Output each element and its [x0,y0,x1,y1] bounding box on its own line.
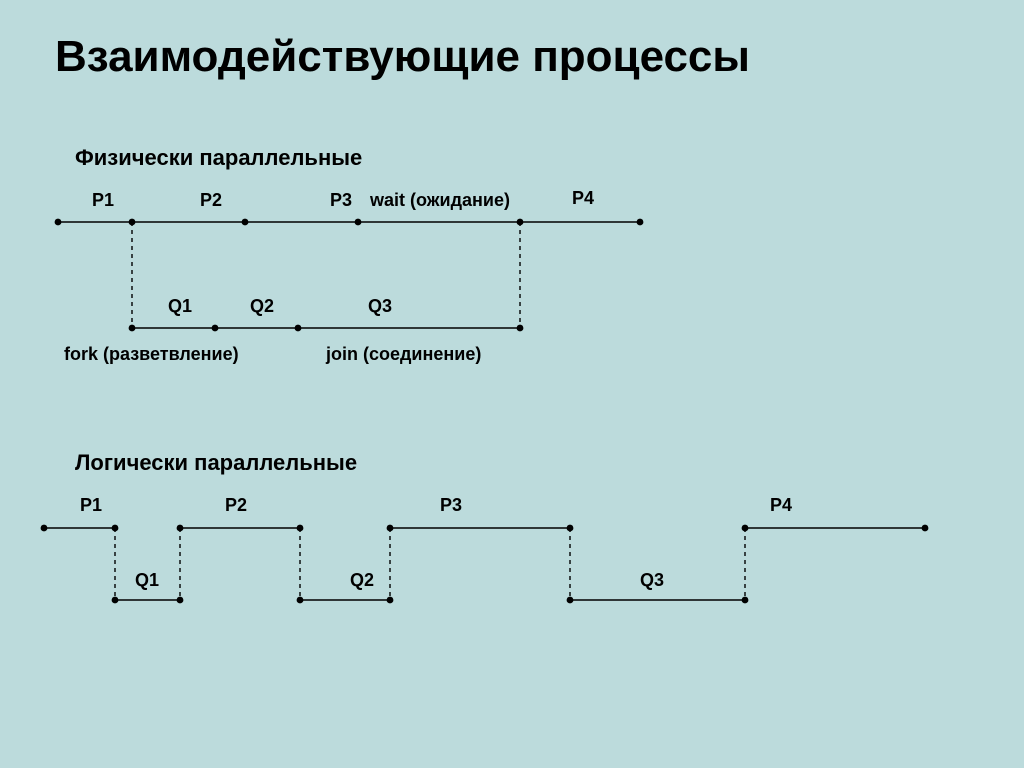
section2-p-label-3: P4 [770,495,792,516]
section1-q-label-2: Q3 [368,296,392,317]
slide: Взаимодействующие процессы Физически пар… [0,0,1024,768]
section2-q-label-2: Q3 [640,570,664,591]
section1-p-label-0: P1 [92,190,114,211]
section1-p-label-4: P4 [572,188,594,209]
section2-p-label-0: P1 [80,495,102,516]
section1-heading: Физически параллельные [75,145,362,171]
section1-fork-caption: fork (разветвление) [64,344,239,365]
section1-p-label-3: wait (ожидание) [370,190,510,211]
section1-p-label-1: P2 [200,190,222,211]
section2-p-label-1: P2 [225,495,247,516]
section1-p-label-2: P3 [330,190,352,211]
section2-q-label-1: Q2 [350,570,374,591]
diagram-svg [0,0,1024,768]
section1-join-caption: join (соединение) [326,344,481,365]
section2-p-label-2: P3 [440,495,462,516]
section2-heading: Логически параллельные [75,450,357,476]
section2-q-label-0: Q1 [135,570,159,591]
section1-q-label-0: Q1 [168,296,192,317]
section1-q-label-1: Q2 [250,296,274,317]
